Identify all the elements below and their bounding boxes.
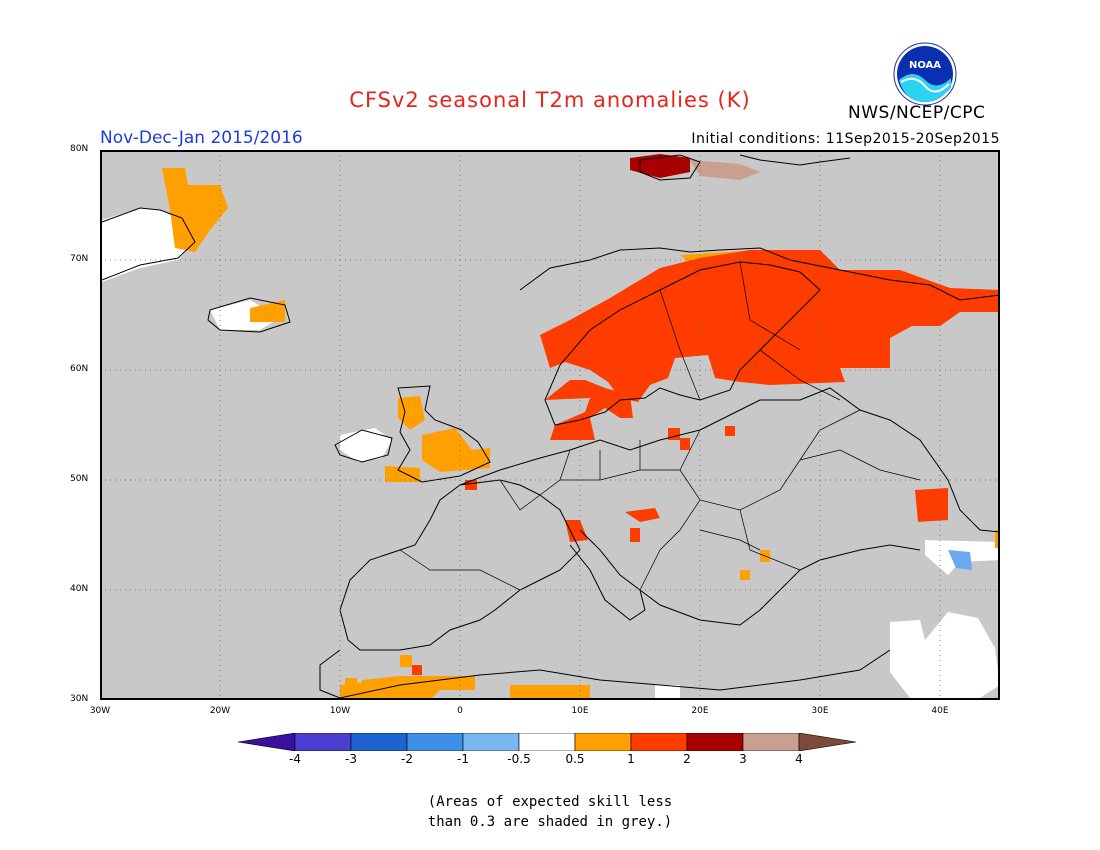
initial-conditions: Initial conditions: 11Sep2015-20Sep2015 <box>691 131 1000 147</box>
lon-label-40e: 40E <box>931 706 949 716</box>
colorbar-tick-label: -1 <box>457 752 469 766</box>
colorbar-cell <box>574 733 632 751</box>
lon-label-30e: 30E <box>811 706 829 716</box>
lon-label-20w: 20W <box>209 706 231 716</box>
skill-note-line2: than 0.3 are shaded in grey.) <box>427 814 673 830</box>
noaa-logo-icon: NOAA <box>893 42 957 106</box>
lat-label-30n: 30N <box>70 694 89 704</box>
colorbar-arrow-high <box>798 733 857 751</box>
lat-label-80n: 80N <box>70 144 89 154</box>
forecast-period: Nov-Dec-Jan 2015/2016 <box>100 128 303 148</box>
colorbar-tick-label: 3 <box>739 752 747 766</box>
agency-label: NWS/NCEP/CPC <box>848 103 986 123</box>
colorbar-tick-label: -2 <box>401 752 413 766</box>
blue-anomaly-regions <box>948 550 972 570</box>
colorbar-cells <box>238 733 857 751</box>
colorbar-arrow-low <box>238 733 296 751</box>
colorbar-tick-label: 0.5 <box>565 752 585 766</box>
colorbar-tick-label: 1 <box>627 752 635 766</box>
lat-label-70n: 70N <box>70 254 89 264</box>
colorbar-cell <box>686 733 744 751</box>
colorbar-cell <box>294 733 352 751</box>
lon-label-10w: 10W <box>329 706 351 716</box>
colorbar-tick-label: -0.5 <box>507 752 531 766</box>
red-anomaly-regions <box>412 250 1000 675</box>
skill-note: (Areas of expected skill less than 0.3 a… <box>0 792 1100 832</box>
lon-label-0: 0 <box>457 706 463 716</box>
colorbar <box>238 733 857 751</box>
rose-anomaly-regions <box>690 160 760 180</box>
colorbar-tick-label: -3 <box>345 752 357 766</box>
map-frame <box>100 150 1000 700</box>
colorbar-cell <box>406 733 464 751</box>
orange-anomaly-regions <box>162 168 1000 700</box>
lon-label-10e: 10E <box>571 706 589 716</box>
anomaly-map <box>100 150 1000 700</box>
lon-label-20e: 20E <box>691 706 709 716</box>
chart-title: CFSv2 seasonal T2m anomalies (K) <box>349 88 751 112</box>
gridlines <box>100 150 1000 700</box>
map-background <box>100 150 1000 700</box>
colorbar-tick-label: -4 <box>289 752 301 766</box>
lat-label-40n: 40N <box>70 584 89 594</box>
colorbar-tick-label: 2 <box>683 752 691 766</box>
colorbar-cell <box>630 733 688 751</box>
colorbar-cell <box>742 733 800 751</box>
lon-label-30w: 30W <box>89 706 111 716</box>
lat-label-50n: 50N <box>70 474 89 484</box>
darkred-anomaly-regions <box>630 154 690 178</box>
colorbar-cell <box>350 733 408 751</box>
colorbar-cell <box>518 733 576 751</box>
colorbar-cell <box>462 733 520 751</box>
lat-label-60n: 60N <box>70 364 89 374</box>
skill-note-line1: (Areas of expected skill less <box>427 794 673 810</box>
colorbar-tick-label: 4 <box>795 752 803 766</box>
logo-text: NOAA <box>909 60 941 71</box>
